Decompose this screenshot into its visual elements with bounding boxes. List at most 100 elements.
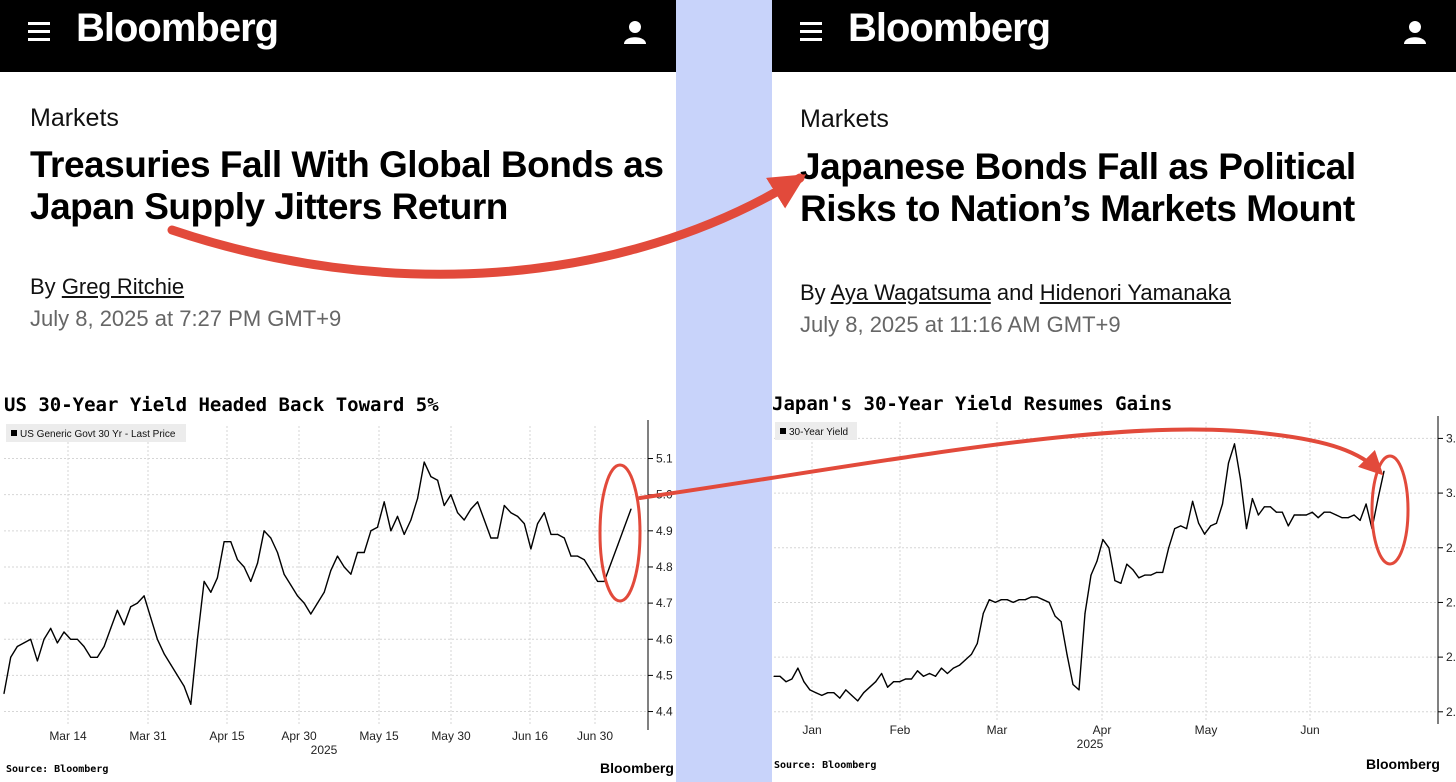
y-tick-label: 2.6 (1446, 595, 1456, 609)
data-point (56, 642, 59, 644)
data-point (270, 537, 272, 539)
data-point (934, 675, 937, 677)
data-point (1090, 574, 1092, 576)
data-point (557, 533, 559, 535)
data-point (623, 526, 625, 528)
bloomberg-logo[interactable]: Bloomberg (76, 6, 279, 50)
data-point (779, 675, 781, 677)
data-point (1180, 525, 1182, 527)
chart-source: Source: Bloomberg (774, 760, 877, 771)
x-tick-label: Jun 16 (512, 729, 548, 743)
data-point (276, 551, 279, 554)
data-point (1096, 560, 1098, 562)
data-point (910, 678, 913, 680)
data-point (1257, 514, 1259, 516)
x-tick-label: Jan (802, 723, 821, 737)
data-point (1054, 615, 1056, 617)
x-tick-label: Mar 14 (49, 729, 87, 743)
data-point (497, 537, 499, 539)
data-point (36, 660, 39, 662)
data-point (887, 686, 889, 688)
data-point (905, 678, 907, 680)
data-point (343, 566, 345, 568)
data-point (916, 670, 919, 672)
data-point (183, 685, 185, 687)
x-tick-label: Mar (987, 723, 1008, 737)
data-point (1347, 517, 1349, 519)
y-tick-label: 4.4 (656, 705, 673, 719)
data-point (23, 642, 25, 644)
x-tick-label: May (1195, 723, 1218, 737)
data-point (994, 601, 996, 603)
data-point (1108, 547, 1110, 549)
data-point (290, 584, 292, 586)
data-point (243, 566, 245, 568)
x-tick-label: Jun 30 (577, 729, 613, 743)
data-point (982, 612, 984, 614)
hamburger-menu-icon[interactable] (28, 22, 50, 41)
x-tick-label: Feb (890, 723, 911, 737)
y-tick-label: 4.9 (656, 524, 673, 538)
data-point (396, 515, 399, 517)
japan-yield-chart: Jan Feb Mar Apr May Jun 2.2 2.4 2.6 2.8 3.0 3.2 2025… (773, 416, 1456, 751)
data-point (250, 580, 252, 582)
article-headline[interactable]: Japanese Bonds Fall as Political Risks t… (800, 146, 1356, 229)
data-point (1102, 539, 1104, 541)
y-tick-label: 3.0 (1446, 486, 1456, 500)
us-yield-chart: Mar 14 Mar 31 Apr 15 Apr 30 May 15 May 30 Jun … (3, 420, 673, 757)
data-point (110, 627, 112, 629)
legend-swatch (11, 430, 17, 436)
y-tick-label: 2.4 (1446, 650, 1456, 664)
byline: By Aya Wagatsuma and Hidenori Yamanaka (800, 280, 1231, 306)
data-point (1024, 599, 1026, 601)
author-link[interactable]: Hidenori Yamanaka (1039, 280, 1231, 305)
data-point (1210, 525, 1212, 527)
publish-date: July 8, 2025 at 7:27 PM GMT+9 (30, 306, 342, 331)
data-point (881, 672, 883, 675)
byline-prefix: By (800, 280, 826, 305)
data-point (809, 689, 811, 691)
data-point (517, 515, 519, 517)
data-point (236, 559, 239, 561)
data-point (1138, 577, 1140, 579)
data-point (116, 609, 118, 611)
data-point (1383, 470, 1385, 472)
data-point (483, 519, 485, 521)
data-point (1341, 517, 1343, 519)
user-account-icon[interactable] (1404, 20, 1426, 44)
data-point (457, 512, 459, 514)
data-point (845, 689, 847, 691)
author-link[interactable]: Aya Wagatsuma (830, 280, 991, 305)
y-tick-label: 5.1 (656, 452, 673, 466)
data-point (857, 700, 859, 702)
data-point (1335, 514, 1337, 516)
data-point (1078, 689, 1080, 691)
data-point (136, 602, 138, 604)
data-point (833, 692, 835, 694)
data-point (821, 694, 823, 696)
data-point (150, 617, 152, 619)
byline-prefix: By (30, 274, 56, 299)
data-point (946, 672, 948, 675)
hamburger-menu-icon[interactable] (800, 22, 822, 41)
data-point (928, 672, 931, 675)
author-link[interactable]: Greg Ritchie (61, 274, 185, 299)
data-point (899, 681, 901, 683)
data-point (827, 692, 829, 694)
data-point (470, 508, 472, 510)
data-point (1198, 522, 1200, 524)
section-label[interactable]: Markets (800, 105, 889, 133)
data-point (1042, 599, 1044, 601)
bloomberg-logo[interactable]: Bloomberg (848, 6, 1051, 50)
data-point (1263, 506, 1265, 508)
user-account-icon[interactable] (624, 20, 646, 44)
data-point (875, 681, 877, 683)
section-label[interactable]: Markets (30, 104, 119, 132)
data-point (316, 602, 319, 604)
data-point (583, 559, 585, 561)
data-point (1162, 571, 1164, 573)
data-point (1287, 525, 1289, 527)
data-point (170, 664, 172, 666)
article-headline[interactable]: Treasuries Fall With Global Bonds as Jap… (30, 144, 664, 227)
article-panel-right: Bloomberg Markets Japanese Bonds Fall as… (772, 0, 1456, 782)
